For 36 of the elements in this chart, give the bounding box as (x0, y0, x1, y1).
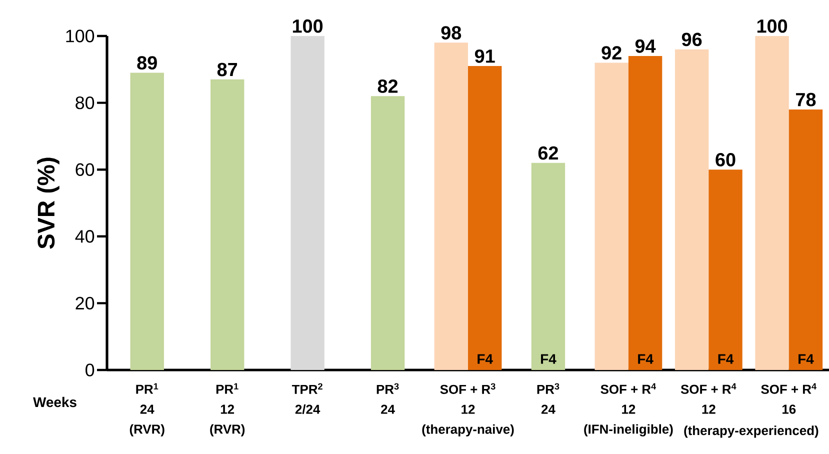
series-label: F4 (478, 354, 493, 364)
text: F4 (638, 354, 654, 364)
category-label: TPR$^{2}$ 2/24 (292, 383, 322, 414)
category-label: SOF + R$^{4}$ 16 (761, 383, 816, 414)
y-tick-label: 100 (66, 30, 94, 42)
data-label: 91 (474, 49, 495, 63)
data-label: 87 (217, 62, 238, 76)
data-label: 94 (635, 39, 656, 53)
category-label: SOF + R$^{4}$ 12 (680, 383, 736, 414)
category-label: PR$^{3}$ 24 (537, 383, 560, 414)
data-label: 60 (716, 152, 736, 166)
text: F4 (798, 354, 814, 364)
data-label: 92 (602, 46, 622, 60)
category-label: SOF + R$^{4}$ 12 (IFN-ineligible) (584, 383, 673, 436)
data-label: 82 (378, 80, 398, 93)
text: Weeks (33, 396, 76, 408)
y-tick-label: 40 (75, 230, 94, 243)
text: (therapy-experienced) (684, 426, 818, 438)
data-label: 100 (757, 19, 788, 33)
data-label: 78 (796, 92, 816, 106)
y-tick-label: 60 (76, 163, 94, 176)
data-label: 96 (682, 32, 702, 46)
category-label: PR$^{3}$ 24 (376, 383, 399, 414)
y-axis-title: SVR (%) (37, 158, 60, 249)
y-tick-label: 20 (76, 296, 94, 310)
data-label: 100 (292, 19, 323, 33)
category-label: SOF + R$^{3}$ 12 (therapy-naive) (422, 383, 514, 436)
data-label: 98 (441, 26, 462, 40)
text: F4 (718, 354, 734, 364)
data-label: 89 (137, 56, 157, 70)
category-label: PR$^{1}$ 24 (RVR) (130, 383, 164, 436)
y-tick-label: 80 (76, 96, 94, 110)
y-tick-label: 0 (86, 364, 94, 376)
text: F4 (541, 354, 556, 364)
category-label: PR$^{1}$ 12 (RVR) (210, 383, 245, 436)
data-label: 62 (538, 146, 558, 160)
